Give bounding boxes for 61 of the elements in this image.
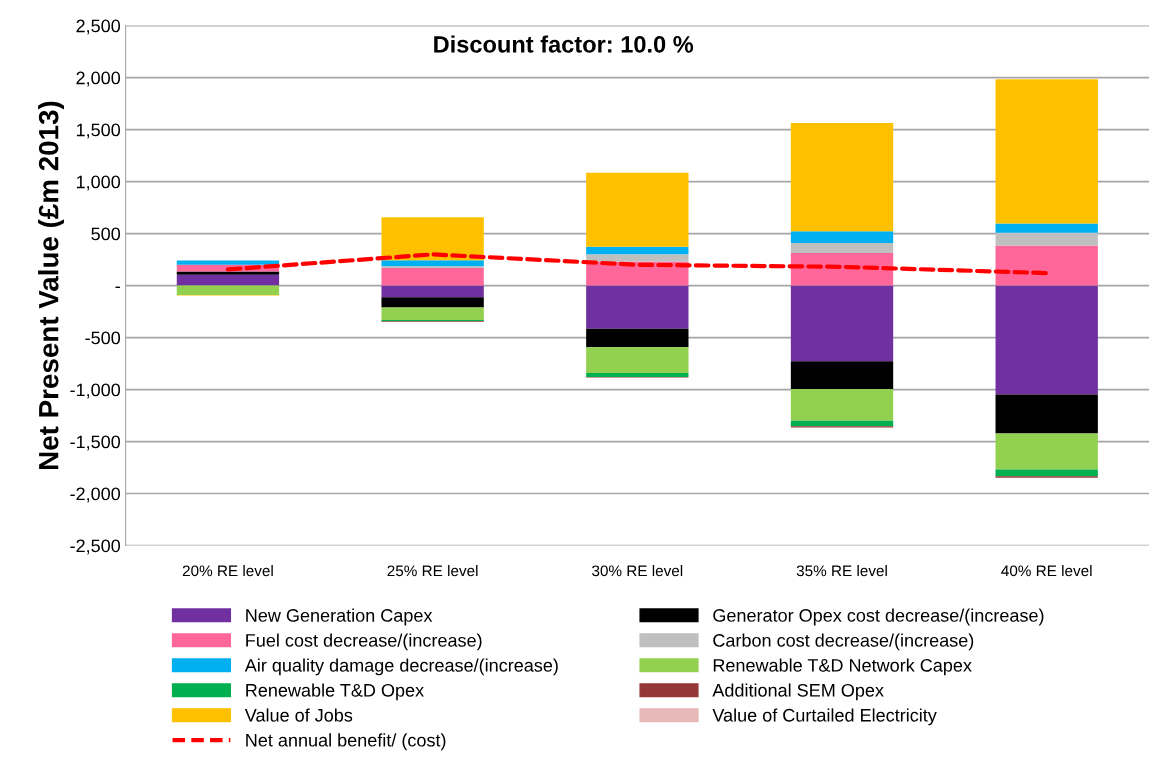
bar	[995, 394, 1098, 434]
legend-label: Generator Opex cost decrease/(increase)	[713, 608, 1044, 626]
bar	[586, 328, 689, 348]
bar	[381, 217, 484, 261]
legend-label: Fuel cost decrease/(increase)	[246, 633, 482, 651]
bar	[995, 245, 1098, 286]
x-tick-label: 25% RE level	[387, 564, 478, 577]
legend-label: Value of Jobs	[244, 708, 353, 722]
legend-label: Additional SEM Opex	[712, 683, 884, 701]
bar	[995, 285, 1098, 395]
legend-label: Renewable T&D Network Capex	[713, 658, 972, 676]
bar	[995, 223, 1098, 233]
legend-label: Air quality damage decrease/(increase)	[244, 658, 558, 676]
legend-label: Renewable T&D Opex	[246, 683, 424, 701]
y-axis-title: Net Present Value (£m 2013)	[38, 101, 64, 469]
y-tick-label: 2,500	[76, 19, 121, 35]
bar	[176, 271, 280, 275]
bar	[586, 285, 689, 329]
bar	[176, 285, 280, 295]
bar	[176, 274, 280, 286]
y-tick-label: 1,000	[76, 175, 121, 191]
bar	[790, 285, 894, 362]
bar	[995, 469, 1098, 477]
y-tick-label: -2,000	[70, 487, 121, 503]
bar	[381, 267, 484, 286]
bar	[586, 246, 689, 255]
bar	[381, 285, 484, 298]
x-tick-label: 35% RE level	[796, 564, 887, 577]
legend-label: Carbon cost decrease/(increase)	[713, 633, 974, 651]
x-tick-label: 20% RE level	[182, 564, 273, 577]
bar	[790, 231, 894, 243]
legend-label: Net annual benefit/ (cost)	[246, 733, 446, 751]
bar	[790, 388, 894, 421]
y-tick-label: 2,000	[76, 71, 121, 87]
bar	[790, 242, 894, 253]
y-tick-label: -	[115, 286, 120, 289]
bar	[995, 433, 1098, 470]
y-tick-label: 1,500	[76, 123, 121, 139]
line-series	[225, 252, 1049, 276]
annotation: Discount factor: 10.0 %	[434, 35, 694, 53]
bar	[586, 172, 689, 247]
bar	[381, 297, 484, 308]
bar	[586, 373, 689, 378]
legend-label: Value of Curtailed Electricity	[712, 708, 937, 726]
bar	[586, 254, 689, 262]
bar	[995, 232, 1098, 246]
x-tick-label: 30% RE level	[592, 564, 683, 577]
legend-label: New Generation Capex	[246, 608, 433, 626]
bar	[586, 347, 689, 374]
bar	[790, 361, 894, 389]
bar	[995, 79, 1098, 224]
y-tick-label: -1,500	[70, 435, 121, 451]
y-tick-label: -2,500	[70, 539, 121, 555]
bar	[176, 260, 280, 265]
y-tick-label: -500	[85, 331, 121, 345]
bar	[381, 307, 484, 320]
y-tick-label: -1,000	[70, 383, 121, 399]
bar	[381, 260, 484, 267]
bar	[790, 122, 894, 232]
x-tick-label: 40% RE level	[1001, 564, 1092, 577]
y-tick-label: 500	[91, 227, 121, 241]
